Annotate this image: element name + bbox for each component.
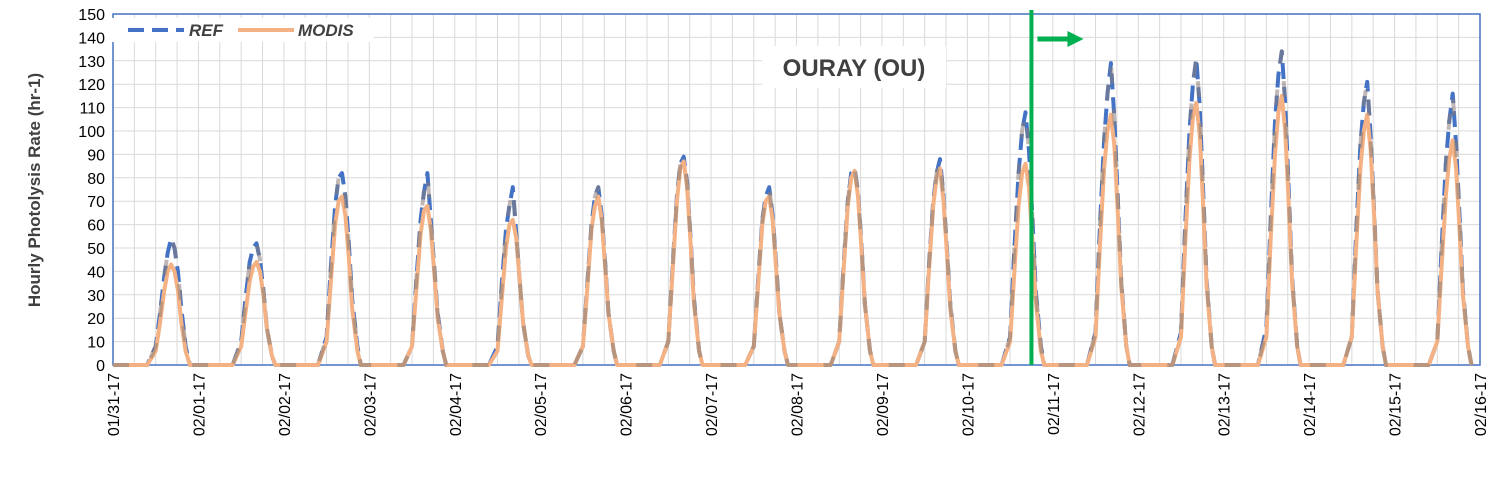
x-tick-label: 02/13-17 (1217, 373, 1234, 436)
series-layer (113, 49, 1474, 367)
legend: REF MODIS (112, 18, 374, 42)
y-tick-label: 20 (87, 311, 105, 328)
y-tick-label: 60 (87, 218, 105, 235)
y-tick-label: 80 (87, 171, 105, 188)
station-annotation: OURAY (OU) (762, 46, 946, 88)
y-tick-label: 40 (87, 264, 105, 281)
x-tick-label: 02/06-17 (619, 373, 636, 436)
x-tick-label: 01/31-17 (106, 373, 123, 436)
x-tick-label: 02/05-17 (533, 373, 550, 436)
y-tick-label: 30 (87, 288, 105, 305)
y-tick-label: 50 (87, 241, 105, 258)
series-line-modis (113, 93, 1474, 367)
x-tick-label: 02/09-17 (875, 373, 892, 436)
x-tick-label: 02/12-17 (1131, 373, 1148, 436)
y-axis-label: Hourly Photolysis Rate (hr-1) (25, 73, 44, 307)
y-tick-label: 110 (79, 101, 105, 118)
x-tick-label: 02/15-17 (1388, 373, 1405, 436)
y-tick-label: 140 (78, 30, 105, 47)
x-tick-label: 02/07-17 (704, 373, 721, 436)
y-tick-labels: 0 10 20 30 40 50 60 70 80 90 100 110 120 130 140 150 (78, 7, 105, 375)
y-tick-label: 150 (78, 7, 105, 24)
x-tick-label: 02/04-17 (448, 373, 465, 436)
y-tick-label: 130 (78, 54, 105, 71)
x-tick-label: 02/02-17 (277, 373, 294, 436)
x-tick-label: 02/14-17 (1302, 373, 1319, 436)
x-tick-labels: 01/31-17 02/01-17 02/02-17 02/03-17 02/04-17… (106, 373, 1490, 436)
x-tick-label: 02/11-17 (1046, 373, 1063, 435)
y-tick-label: 90 (87, 147, 105, 164)
x-tick-label: 02/10-17 (960, 373, 977, 436)
x-tick-label: 02/16-17 (1473, 373, 1490, 436)
legend-label-modis: MODIS (298, 21, 354, 40)
divider-arrow-head (1067, 31, 1084, 47)
y-tick-label: 10 (87, 335, 105, 352)
y-tick-label: 100 (78, 124, 105, 141)
station-label: OURAY (OU) (783, 55, 926, 82)
divider-layer (1029, 10, 1084, 365)
legend-label-ref: REF (189, 21, 224, 40)
series-line-ref-overlay (113, 49, 1474, 367)
x-tick-label: 02/03-17 (362, 373, 379, 436)
y-tick-label: 70 (87, 194, 105, 211)
x-tick-label: 02/08-17 (790, 373, 807, 436)
y-tick-label: 120 (78, 77, 105, 94)
y-tick-label: 0 (96, 358, 105, 375)
x-tick-label: 02/01-17 (191, 373, 208, 436)
